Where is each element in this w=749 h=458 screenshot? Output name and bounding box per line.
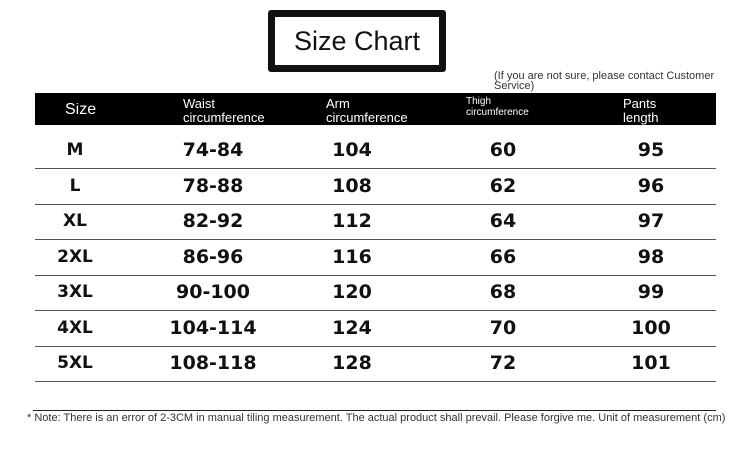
waist-cell: 108-118 [169,352,257,374]
header-waist: Waist circumference [183,97,265,125]
thigh-cell: 66 [489,245,517,268]
pants-cell: 97 [637,210,665,232]
waist-cell: 86-96 [182,245,244,268]
table-header: Size Waist circumference Arm circumferen… [35,93,716,125]
table-row: 3XL 90-100 120 68 99 [35,275,716,311]
waist-cell: 82-92 [182,210,244,232]
table-row: L 78-88 108 62 96 [35,169,716,205]
pants-cell: 101 [631,352,671,374]
waist-cell: 90-100 [176,281,250,303]
arm-cell: 108 [332,174,372,197]
waist-cell: 74-84 [182,139,244,161]
header-pants: Pants length [623,97,659,125]
size-cell: M [66,140,84,160]
thigh-cell: 60 [489,139,517,161]
arm-cell: 116 [332,245,372,268]
table-row: M 74-84 104 60 95 [35,133,716,169]
size-cell: 2XL [57,246,93,267]
size-cell: 4XL [57,317,93,338]
table-row: XL 82-92 112 64 97 [35,204,716,240]
thigh-cell: 72 [489,352,517,374]
thigh-cell: 64 [489,210,517,232]
contact-note: (If you are not sure, please contact Cus… [494,70,715,92]
size-cell: 3XL [57,282,93,302]
thigh-cell: 70 [489,316,517,339]
waist-cell: 78-88 [182,174,244,197]
size-cell: 5XL [57,353,93,373]
header-size: Size [65,103,97,117]
header-arm: Arm circumference [326,97,408,125]
pants-cell: 95 [637,139,665,161]
pants-cell: 96 [637,174,665,197]
page-title: Size Chart [268,10,446,72]
arm-cell: 112 [332,210,372,232]
table-row: 5XL 108-118 128 72 101 [35,346,716,382]
arm-cell: 128 [332,352,372,374]
divider [33,410,716,411]
footnote: * Note: There is an error of 2-3CM in ma… [27,412,726,424]
thigh-cell: 68 [489,281,517,303]
table-row: 4XL 104-114 124 70 100 [35,311,716,347]
size-cell: L [69,175,81,196]
waist-cell: 104-114 [169,316,257,339]
thigh-cell: 62 [489,174,517,197]
arm-cell: 104 [332,139,372,161]
pants-cell: 99 [637,281,665,303]
header-thigh: Thigh circumference [466,96,529,118]
pants-cell: 98 [637,245,665,268]
arm-cell: 120 [332,281,372,303]
table-row: 2XL 86-96 116 66 98 [35,240,716,276]
arm-cell: 124 [332,316,372,339]
size-cell: XL [63,211,87,231]
pants-cell: 100 [631,316,671,339]
